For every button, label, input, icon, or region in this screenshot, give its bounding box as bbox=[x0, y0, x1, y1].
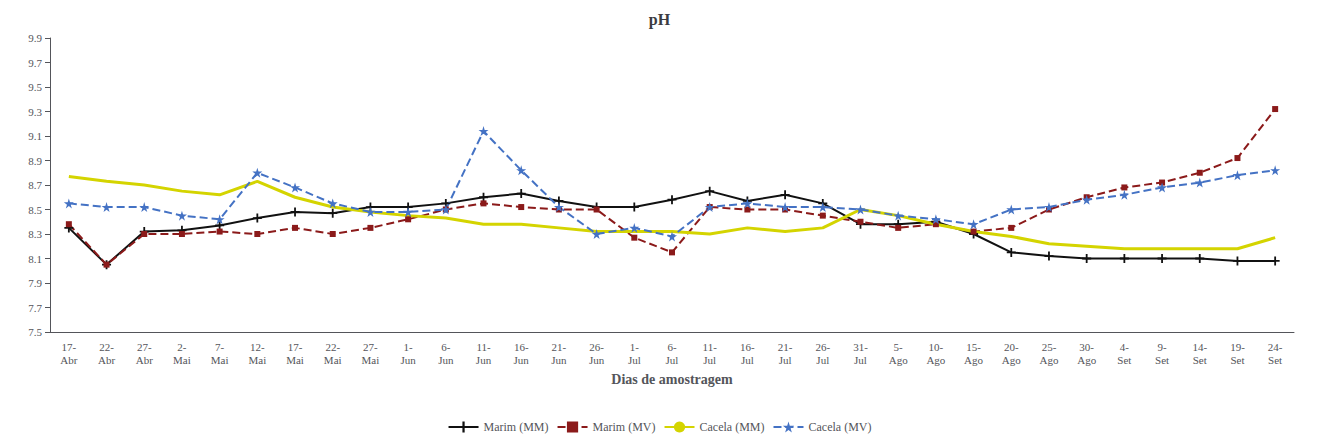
svg-text:21-: 21- bbox=[778, 341, 793, 353]
svg-text:8.1: 8.1 bbox=[28, 253, 42, 265]
svg-text:Abr: Abr bbox=[98, 354, 115, 366]
svg-text:20-: 20- bbox=[1004, 341, 1019, 353]
svg-text:6-: 6- bbox=[441, 341, 451, 353]
svg-text:14-: 14- bbox=[1192, 341, 1207, 353]
svg-text:Jul: Jul bbox=[628, 354, 641, 366]
svg-text:Set: Set bbox=[1193, 354, 1207, 366]
svg-text:Ago: Ago bbox=[964, 354, 983, 366]
svg-text:12-: 12- bbox=[250, 341, 265, 353]
svg-text:15-: 15- bbox=[966, 341, 981, 353]
svg-text:Jun: Jun bbox=[438, 354, 454, 366]
svg-text:7.9: 7.9 bbox=[28, 277, 42, 289]
svg-text:11-: 11- bbox=[476, 341, 491, 353]
svg-text:9.3: 9.3 bbox=[28, 106, 42, 118]
svg-text:21-: 21- bbox=[552, 341, 567, 353]
svg-text:Jun: Jun bbox=[514, 354, 530, 366]
svg-text:31-: 31- bbox=[853, 341, 868, 353]
svg-text:1-: 1- bbox=[404, 341, 414, 353]
svg-text:8.7: 8.7 bbox=[28, 179, 42, 191]
svg-text:17-: 17- bbox=[62, 341, 77, 353]
svg-text:Mai: Mai bbox=[173, 354, 191, 366]
svg-text:Ago: Ago bbox=[1002, 354, 1021, 366]
svg-text:Jun: Jun bbox=[589, 354, 605, 366]
svg-text:Mai: Mai bbox=[211, 354, 229, 366]
svg-text:Jun: Jun bbox=[400, 354, 416, 366]
svg-text:24-: 24- bbox=[1268, 341, 1283, 353]
svg-text:7.7: 7.7 bbox=[28, 302, 42, 314]
svg-text:9.5: 9.5 bbox=[28, 81, 42, 93]
svg-text:22-: 22- bbox=[325, 341, 340, 353]
svg-text:Jun: Jun bbox=[551, 354, 567, 366]
svg-text:Dias de amostragem: Dias de amostragem bbox=[611, 372, 733, 387]
svg-text:Set: Set bbox=[1155, 354, 1169, 366]
svg-text:Ago: Ago bbox=[926, 354, 945, 366]
svg-text:2-: 2- bbox=[177, 341, 187, 353]
svg-text:26-: 26- bbox=[589, 341, 604, 353]
svg-text:Jun: Jun bbox=[476, 354, 492, 366]
svg-text:Jul: Jul bbox=[779, 354, 792, 366]
svg-text:Set: Set bbox=[1117, 354, 1131, 366]
svg-text:19-: 19- bbox=[1230, 341, 1245, 353]
svg-text:Ago: Ago bbox=[1077, 354, 1096, 366]
svg-text:Cacela (MV): Cacela (MV) bbox=[808, 420, 871, 434]
svg-text:7-: 7- bbox=[215, 341, 225, 353]
svg-text:17-: 17- bbox=[288, 341, 303, 353]
svg-text:16-: 16- bbox=[740, 341, 755, 353]
svg-text:26-: 26- bbox=[815, 341, 830, 353]
svg-text:25-: 25- bbox=[1042, 341, 1057, 353]
svg-text:Set: Set bbox=[1268, 354, 1282, 366]
svg-text:Jul: Jul bbox=[703, 354, 716, 366]
svg-text:27-: 27- bbox=[137, 341, 152, 353]
svg-text:Mai: Mai bbox=[248, 354, 266, 366]
svg-text:10-: 10- bbox=[929, 341, 944, 353]
svg-text:Mai: Mai bbox=[362, 354, 380, 366]
svg-text:Abr: Abr bbox=[136, 354, 153, 366]
svg-text:Ago: Ago bbox=[889, 354, 908, 366]
svg-text:Jul: Jul bbox=[816, 354, 829, 366]
svg-text:9.1: 9.1 bbox=[28, 130, 42, 142]
svg-text:Marim (MM): Marim (MM) bbox=[484, 420, 549, 434]
svg-text:5-: 5- bbox=[894, 341, 904, 353]
svg-text:Marim (MV): Marim (MV) bbox=[593, 420, 656, 434]
svg-text:9.9: 9.9 bbox=[28, 32, 42, 44]
svg-text:22-: 22- bbox=[99, 341, 114, 353]
svg-text:7.5: 7.5 bbox=[28, 326, 42, 338]
svg-text:8.3: 8.3 bbox=[28, 228, 42, 240]
svg-text:Mai: Mai bbox=[286, 354, 304, 366]
svg-text:Jul: Jul bbox=[854, 354, 867, 366]
svg-text:8.5: 8.5 bbox=[28, 204, 42, 216]
svg-text:Jul: Jul bbox=[741, 354, 754, 366]
svg-text:6-: 6- bbox=[667, 341, 677, 353]
svg-text:Ago: Ago bbox=[1039, 354, 1058, 366]
svg-text:9.7: 9.7 bbox=[28, 57, 42, 69]
svg-text:30-: 30- bbox=[1079, 341, 1094, 353]
svg-text:Abr: Abr bbox=[60, 354, 77, 366]
svg-text:Set: Set bbox=[1230, 354, 1244, 366]
svg-text:1-: 1- bbox=[630, 341, 640, 353]
svg-text:8.9: 8.9 bbox=[28, 155, 42, 167]
svg-text:Jul: Jul bbox=[666, 354, 679, 366]
svg-text:16-: 16- bbox=[514, 341, 529, 353]
svg-text:Cacela (MM): Cacela (MM) bbox=[700, 420, 765, 434]
svg-text:11-: 11- bbox=[703, 341, 718, 353]
svg-text:9-: 9- bbox=[1157, 341, 1167, 353]
svg-text:4-: 4- bbox=[1120, 341, 1130, 353]
svg-text:27-: 27- bbox=[363, 341, 378, 353]
svg-text:pH: pH bbox=[649, 11, 671, 29]
svg-text:Mai: Mai bbox=[324, 354, 342, 366]
